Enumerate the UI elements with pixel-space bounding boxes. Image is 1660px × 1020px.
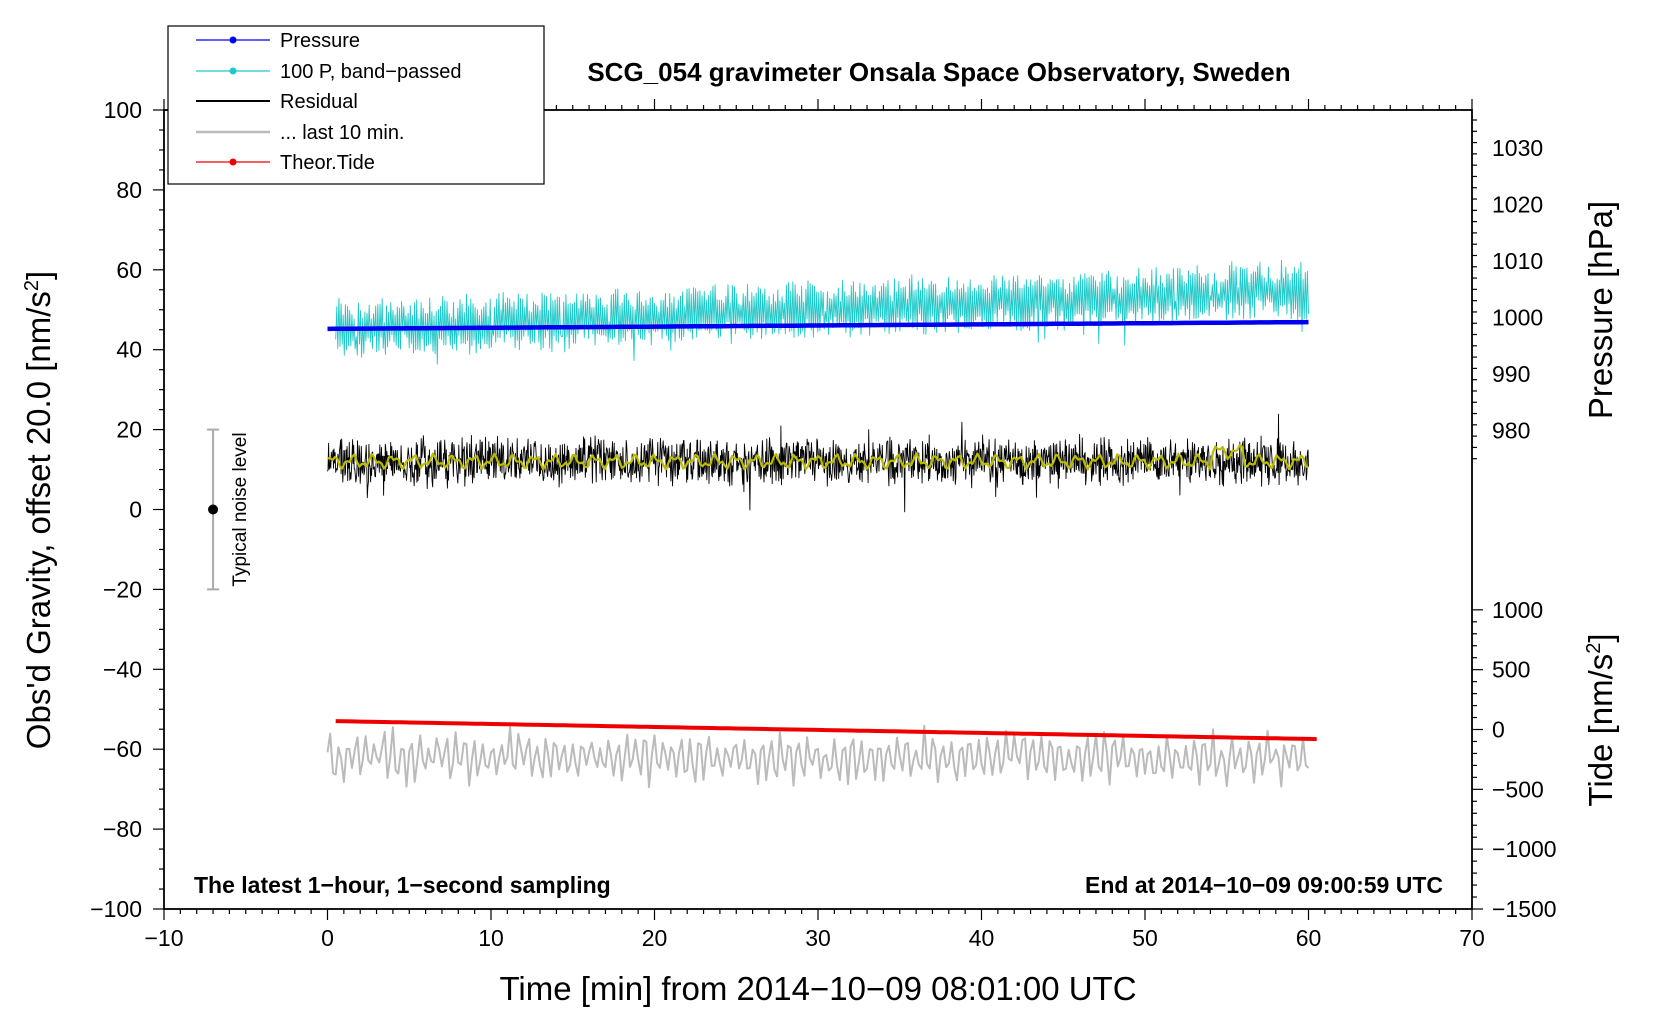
pressure-tick-label: 1020 — [1492, 192, 1543, 218]
chart-title: SCG_054 gravimeter Onsala Space Observat… — [587, 57, 1290, 87]
x-tick-label: 0 — [321, 925, 334, 951]
series-last-10-min — [326, 724, 1310, 789]
legend-entry-residual: Residual — [196, 91, 358, 113]
y-left-tick-label: 0 — [129, 497, 142, 523]
tide-tick-label: −1000 — [1492, 836, 1557, 862]
y-left-tick-label: 60 — [116, 257, 142, 283]
y-axis-left-title-sup: 2 — [21, 280, 43, 291]
series-residual — [327, 413, 1309, 513]
y-axis-tide-title-close: ] — [1582, 633, 1619, 642]
legend-marker-theor-tide — [229, 158, 237, 166]
y-left-tick-label: 100 — [104, 97, 142, 123]
y-left-tick-label: −100 — [90, 896, 142, 922]
legend-label-last-10-min: ... last 10 min. — [280, 122, 405, 144]
x-tick-label: 60 — [1296, 925, 1322, 951]
y-left-tick-label: −20 — [103, 576, 142, 602]
y-left-tick-label: −40 — [103, 656, 142, 682]
x-axis-title: Time [min] from 2014−10−09 08:01:00 UTC — [499, 970, 1136, 1007]
series-theor-tide — [335, 719, 1317, 742]
pressure-tick-label: 1000 — [1492, 305, 1543, 331]
legend-entry-band-passed: 100 P, band−passed — [196, 61, 461, 83]
y-left-tick-label: −60 — [103, 736, 142, 762]
legend-marker-pressure — [229, 36, 237, 44]
legend: Pressure 100 P, band−passed Residual ...… — [167, 25, 545, 185]
x-tick-label: 40 — [969, 925, 995, 951]
pressure-tick-label: 1010 — [1492, 248, 1543, 274]
tide-tick-label: 0 — [1492, 717, 1505, 743]
noise-bar-label: Typical noise level — [230, 432, 251, 586]
legend-label-theor-tide: Theor.Tide — [280, 152, 375, 174]
x-tick-label: 10 — [478, 925, 504, 951]
y-axis-tide-title-sup: 2 — [1583, 643, 1605, 654]
legend-marker-band-passed — [229, 67, 237, 75]
legend-box — [167, 25, 545, 185]
x-tick-label: 70 — [1459, 925, 1485, 951]
pressure-tick-label: 980 — [1492, 417, 1530, 443]
y-axis-left-title-close: ] — [20, 271, 57, 280]
y-left-tick-label: 40 — [116, 337, 142, 363]
x-tick-label: −10 — [144, 925, 183, 951]
annotation-end-time: End at 2014−10−09 09:00:59 UTC — [1085, 872, 1443, 898]
series-pressure — [327, 319, 1309, 332]
y-left-tick-label: 80 — [116, 177, 142, 203]
noise-bar-center — [208, 504, 219, 515]
legend-entry-theor-tide: Theor.Tide — [196, 152, 375, 174]
series-residual-smoothed — [327, 443, 1309, 471]
y-left-tick-label: 20 — [116, 417, 142, 443]
y-axis-left-title: Obs'd Gravity, offset 20.0 [nm/s2] — [20, 271, 57, 749]
y-axis-tide-title: Tide [nm/s2] — [1582, 633, 1619, 806]
legend-entry-pressure: Pressure — [196, 30, 360, 52]
data-series — [326, 259, 1317, 789]
legend-label-pressure: Pressure — [280, 30, 360, 52]
series-band-passed-pressure — [335, 259, 1309, 365]
y-axis-tide-title-text: Tide [nm/s — [1582, 654, 1619, 807]
y-left-tick-label: −80 — [103, 816, 142, 842]
noise-indicator: Typical noise level — [207, 428, 251, 591]
y-axis-left-title-text: Obs'd Gravity, offset 20.0 [nm/s — [20, 291, 57, 749]
x-tick-label: 30 — [805, 925, 831, 951]
legend-label-residual: Residual — [280, 91, 358, 113]
legend-label-band-passed: 100 P, band−passed — [280, 61, 461, 83]
tide-tick-label: 1000 — [1492, 597, 1543, 623]
tide-tick-label: −500 — [1492, 776, 1544, 802]
tick-labels: −10 0 10 20 30 40 50 60 70−100−80−60−40−20020406… — [90, 97, 1556, 951]
axis-ticks — [153, 99, 1483, 920]
x-tick-label: 20 — [642, 925, 668, 951]
y-axis-pressure-title: Pressure [hPa] — [1582, 201, 1619, 419]
plot-frame — [163, 109, 1473, 910]
pressure-tick-label: 1030 — [1492, 135, 1543, 161]
tide-tick-label: −1500 — [1492, 896, 1557, 922]
pressure-tick-label: 990 — [1492, 361, 1530, 387]
legend-entry-last-10-min: ... last 10 min. — [196, 122, 405, 144]
tide-tick-label: 500 — [1492, 657, 1530, 683]
annotation-sampling: The latest 1−hour, 1−second sampling — [194, 872, 611, 898]
x-tick-label: 50 — [1132, 925, 1158, 951]
